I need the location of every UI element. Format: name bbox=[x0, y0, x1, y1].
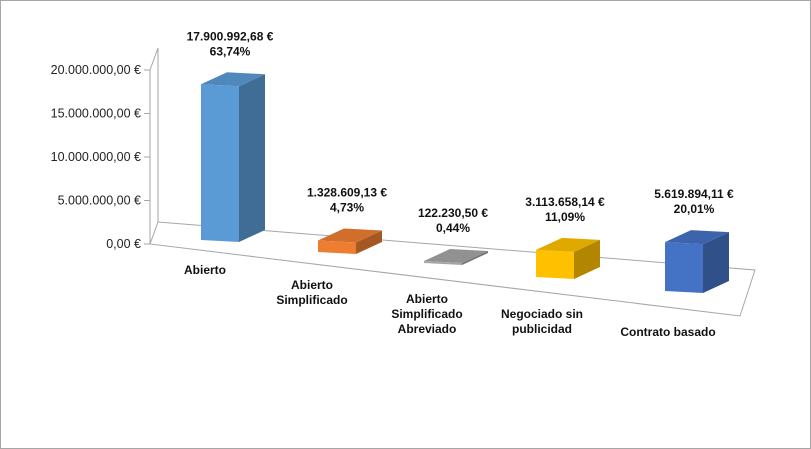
bar-1 bbox=[318, 228, 382, 254]
category-label: publicidad bbox=[512, 322, 572, 336]
bar-front bbox=[665, 242, 703, 293]
bar-0 bbox=[201, 72, 265, 243]
data-label-percent: 4,73% bbox=[330, 200, 364, 214]
value-axis-wall bbox=[149, 47, 159, 244]
bar-top bbox=[536, 237, 600, 252]
y-tick-label: 10.000.000,00 € bbox=[51, 150, 141, 164]
bar-side bbox=[703, 232, 729, 293]
category-floor bbox=[149, 221, 756, 317]
bar-2 bbox=[424, 249, 488, 265]
category-label: Abreviado bbox=[398, 322, 457, 336]
data-label-percent: 20,01% bbox=[674, 202, 715, 216]
y-tick-label: 0,00 € bbox=[106, 237, 141, 251]
bar-side bbox=[356, 230, 382, 254]
y-tick-label: 20.000.000,00 € bbox=[51, 63, 141, 77]
data-label-percent: 63,74% bbox=[210, 44, 251, 58]
data-label-value: 5.619.894,11 € bbox=[654, 187, 734, 201]
category-label: Negociado sin bbox=[501, 307, 583, 321]
bar-front bbox=[318, 240, 356, 254]
category-label: Abierto bbox=[291, 278, 333, 292]
bar-side bbox=[574, 239, 600, 279]
data-label-percent: 11,09% bbox=[545, 210, 585, 224]
data-label-value: 122.230,50 € bbox=[418, 206, 488, 220]
y-tick-label: 15.000.000,00 € bbox=[51, 107, 141, 121]
bar-front bbox=[424, 261, 462, 265]
data-label-percent: 0,44% bbox=[436, 221, 470, 235]
bar-front bbox=[201, 84, 239, 243]
bar-top bbox=[318, 228, 382, 243]
bar-top bbox=[201, 72, 265, 87]
bar-top bbox=[665, 230, 729, 245]
data-label-value: 3.113.658,14 € bbox=[525, 195, 605, 209]
category-label: Simplificado bbox=[391, 307, 462, 321]
category-label: Simplificado bbox=[276, 293, 347, 307]
bar-3 bbox=[536, 237, 600, 279]
bar-4 bbox=[665, 230, 729, 293]
category-label: Abierto bbox=[406, 292, 448, 306]
bar-side bbox=[462, 251, 488, 265]
category-label: Abierto bbox=[184, 263, 226, 277]
data-label-value: 17.900.992,68 € bbox=[187, 29, 274, 43]
category-label: Contrato basado bbox=[620, 325, 715, 339]
bar-side bbox=[239, 74, 265, 243]
data-label-value: 1.328.609,13 € bbox=[307, 185, 387, 199]
bar-top bbox=[424, 249, 488, 263]
bar-front bbox=[536, 249, 574, 279]
y-tick-label: 5.000.000,00 € bbox=[58, 194, 141, 208]
